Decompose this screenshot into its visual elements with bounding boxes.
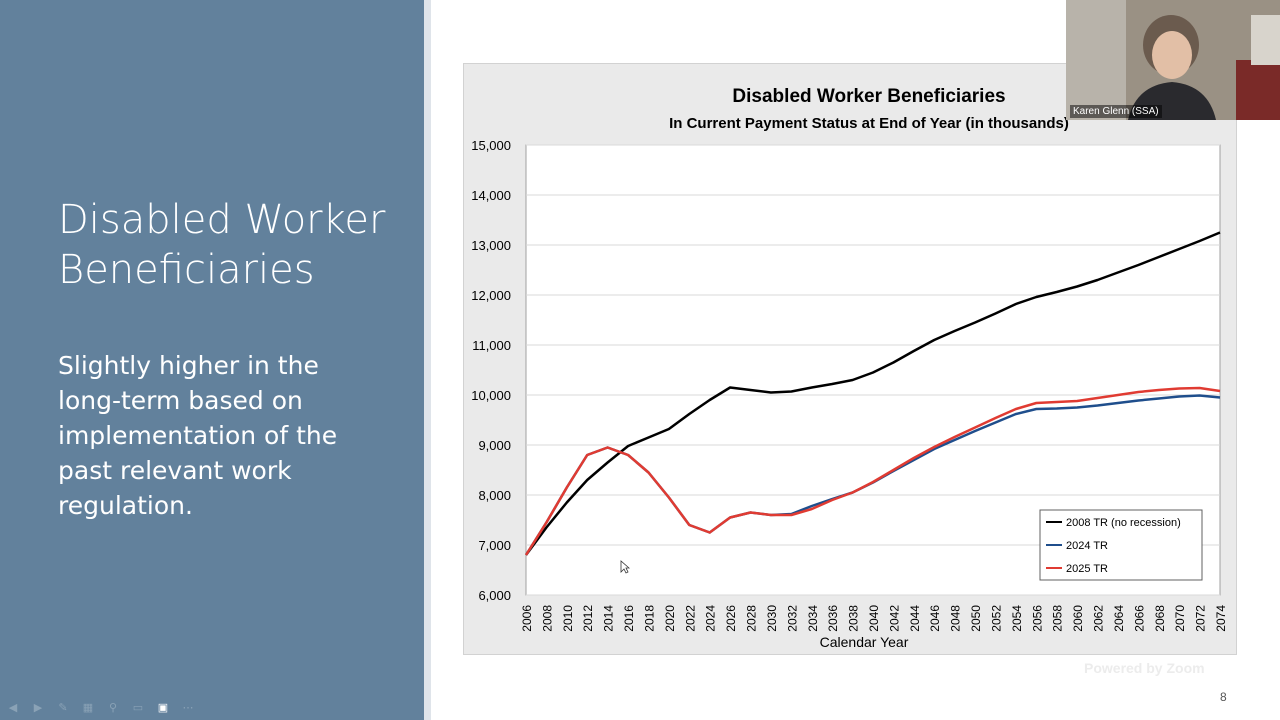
prev-icon[interactable]: ◀	[8, 701, 18, 714]
zoom-icon[interactable]: ⚲	[108, 701, 118, 714]
legend-label-2024-tr: 2024 TR	[1066, 540, 1108, 552]
x-tick-label: 2034	[806, 605, 820, 632]
x-tick-label: 2030	[765, 605, 779, 632]
pen-icon[interactable]: ✎	[58, 701, 68, 714]
participant-video[interactable]: Karen Glenn (SSA)	[1066, 0, 1280, 120]
panel-divider	[424, 0, 431, 720]
page-number: 8	[1220, 690, 1227, 704]
presentation-toolbar: ◀ ▶ ✎ ▦ ⚲ ▭ ▣ ⋯	[4, 698, 197, 716]
zoom-watermark: Powered by Zoom	[1084, 660, 1205, 676]
y-tick-label: 9,000	[478, 438, 511, 453]
x-tick-label: 2072	[1194, 605, 1208, 632]
x-tick-label: 2032	[785, 605, 799, 632]
x-tick-label: 2028	[745, 605, 759, 632]
x-tick-label: 2064	[1112, 605, 1126, 632]
x-tick-label: 2052	[989, 605, 1003, 632]
x-axis-tick-labels: 2006 2008 2010 2012 2014 2016 2018 2020 2022 2024…	[520, 605, 1228, 632]
x-tick-label: 2058	[1051, 605, 1065, 632]
x-tick-label: 2048	[949, 605, 963, 632]
x-tick-label: 2036	[826, 605, 840, 632]
x-tick-label: 2056	[1030, 605, 1044, 632]
y-tick-label: 15,000	[471, 138, 511, 153]
series-lines	[524, 231, 1221, 556]
slide-left-panel: Disabled Worker Beneficiaries Slightly h…	[0, 0, 424, 720]
x-tick-label: 2016	[622, 605, 636, 632]
x-tick-label: 2008	[540, 605, 554, 632]
x-tick-label: 2060	[1071, 605, 1085, 632]
x-tick-label: 2074	[1214, 605, 1228, 632]
x-tick-label: 2070	[1173, 605, 1187, 632]
line-chart: Disabled Worker Beneficiaries In Current…	[471, 86, 1228, 650]
x-tick-label: 2020	[663, 605, 677, 632]
next-icon[interactable]: ▶	[33, 701, 43, 714]
x-tick-label: 2012	[581, 605, 595, 632]
legend-label-2025-tr: 2025 TR	[1066, 563, 1108, 575]
x-axis-label: Calendar Year	[820, 634, 909, 650]
x-tick-label: 2022	[683, 605, 697, 632]
x-tick-label: 2006	[520, 605, 534, 632]
x-tick-label: 2010	[561, 605, 575, 632]
mouse-cursor-icon	[620, 560, 630, 574]
x-tick-label: 2040	[867, 605, 881, 632]
participant-name: Karen Glenn (SSA)	[1070, 105, 1162, 118]
x-tick-label: 2024	[704, 605, 718, 632]
x-tick-label: 2044	[908, 605, 922, 632]
x-tick-label: 2066	[1132, 605, 1146, 632]
x-tick-label: 2042	[887, 605, 901, 632]
y-tick-label: 12,000	[471, 288, 511, 303]
y-tick-label: 6,000	[478, 588, 511, 603]
camera-icon[interactable]: ▣	[157, 701, 169, 714]
x-tick-label: 2038	[847, 605, 861, 632]
x-tick-label: 2050	[969, 605, 983, 632]
x-tick-label: 2054	[1010, 605, 1024, 632]
y-tick-label: 14,000	[471, 188, 511, 203]
x-tick-label: 2018	[642, 605, 656, 632]
series-line-2008-tr-no-recession	[524, 231, 1221, 556]
x-tick-label: 2026	[724, 605, 738, 632]
slides-icon[interactable]: ▦	[82, 701, 94, 714]
y-tick-label: 13,000	[471, 238, 511, 253]
legend-box	[1039, 509, 1203, 581]
x-tick-label: 2014	[602, 605, 616, 632]
chart-subtitle: In Current Payment Status at End of Year…	[669, 115, 1069, 132]
chart-title: Disabled Worker Beneficiaries	[732, 86, 1005, 107]
slide-title: Disabled Worker Beneficiaries	[58, 197, 386, 293]
legend: 2008 TR (no recession) 2024 TR 2025 TR	[1039, 509, 1203, 581]
chart-frame: Disabled Worker Beneficiaries In Current…	[463, 63, 1237, 655]
participant-avatar	[1066, 0, 1280, 120]
y-axis-tick-labels: 6,000 7,000 8,000 9,000 10,000 11,000 12,000 13…	[471, 138, 511, 603]
subtitles-icon[interactable]: ▭	[132, 701, 144, 714]
grid-lines	[526, 144, 1220, 596]
series-line-2025-tr	[524, 386, 1221, 556]
slide-body-text: Slightly higher in the long-term based o…	[58, 351, 338, 520]
y-tick-label: 7,000	[478, 538, 511, 553]
legend-label-2008-tr: 2008 TR (no recession)	[1066, 517, 1181, 529]
y-tick-label: 10,000	[471, 388, 511, 403]
x-tick-label: 2046	[928, 605, 942, 632]
y-tick-label: 11,000	[472, 338, 511, 353]
x-tick-label: 2062	[1092, 605, 1106, 632]
y-tick-label: 8,000	[478, 488, 511, 503]
x-tick-label: 2068	[1153, 605, 1167, 632]
more-icon[interactable]: ⋯	[182, 701, 194, 714]
